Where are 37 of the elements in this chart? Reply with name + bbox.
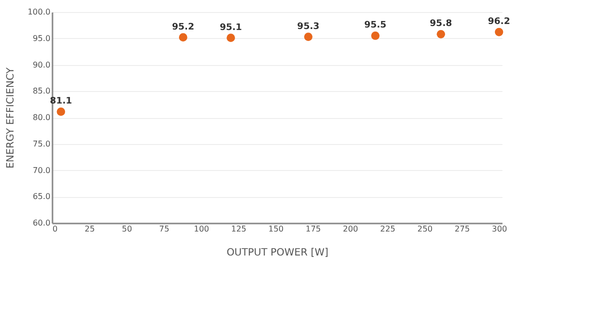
- x-tick-label: 75: [159, 224, 170, 234]
- data-label: 96.2: [488, 17, 510, 28]
- y-tick-label: 75.0: [32, 139, 50, 148]
- point: [56, 108, 66, 116]
- y-axis-title: ENERGY EFFICIENCY: [6, 66, 17, 169]
- point: [304, 32, 312, 41]
- data-label: 95.5: [364, 20, 386, 31]
- point: [178, 33, 188, 42]
- x-tick-label: 275: [454, 224, 470, 234]
- x-tick-label: 175: [306, 224, 321, 234]
- point: [436, 30, 446, 38]
- y-tick-label: 70.0: [32, 166, 50, 175]
- data-label: 95.1: [220, 22, 242, 33]
- y-tick-label: 80.0: [32, 113, 50, 122]
- point: [371, 32, 380, 40]
- x-tick-label: 0: [52, 224, 58, 234]
- data-label: 95.8: [430, 19, 452, 30]
- x-tick-label: 125: [231, 224, 246, 234]
- point: [226, 34, 235, 42]
- y-tick-label: 95.0: [32, 34, 50, 43]
- y-tick-label: 100.0: [28, 8, 50, 16]
- x-tick-label: 250: [417, 224, 433, 234]
- x-tick-label: 100: [194, 224, 210, 234]
- x-tick-label: 150: [268, 224, 284, 234]
- x-tick-label: 50: [122, 224, 132, 234]
- x-tick-label: 300: [492, 224, 508, 234]
- x-tick-label: 225: [380, 224, 396, 234]
- y-tick-label: 60.0: [32, 218, 50, 228]
- data-label: 95.3: [297, 22, 320, 32]
- point: [494, 28, 504, 36]
- data-label: 95.2: [172, 22, 194, 32]
- x-tick-label: 25: [84, 224, 95, 234]
- x-tick-label: 200: [342, 224, 358, 234]
- y-tick-label: 85.0: [32, 86, 50, 96]
- y-tick-label: 65.0: [32, 192, 50, 202]
- y-tick-label: 90.0: [32, 60, 50, 70]
- x-axis-title: OUTPUT POWER [W]: [226, 248, 329, 258]
